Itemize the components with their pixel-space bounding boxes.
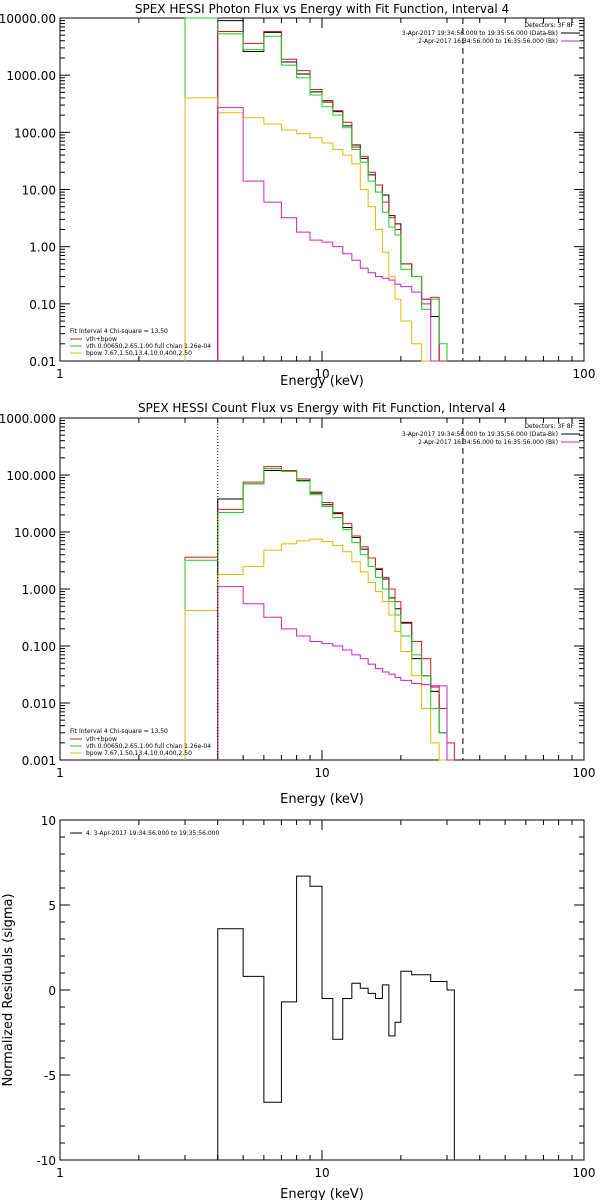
- x-tick-label: 100: [573, 766, 596, 780]
- panel1-detectors-label: Detectors: 3F 8F: [524, 22, 574, 29]
- x-tick-label: 10: [314, 367, 329, 381]
- panel1-axes: 1 10 100 0.01 0.10 1.00 10.00 100.00 1000.00 1000…: [0, 12, 595, 381]
- x-tick-label: 10: [314, 766, 329, 780]
- panel3-legend-entry: 4. 3-Apr-2017 19:34:56.000 to 19:35:56.0…: [86, 830, 219, 837]
- y-tick-label: 10.00: [22, 184, 56, 198]
- series-bk: [217, 586, 455, 761]
- panel1-legend-bottom: Fit Interval 4 Chi-square = 13.50 vth+bp…: [70, 328, 211, 357]
- panel2-legend-top: Detectors: 3F 8F 3-Apr-2017 19:34:56.000…: [402, 423, 580, 446]
- y-tick-label: 1000.000: [0, 412, 56, 426]
- panel3-series: [217, 875, 462, 1161]
- panel1-frame: [59, 17, 585, 362]
- series-bpow: [184, 538, 448, 761]
- y-tick-label: 0.10: [29, 298, 56, 312]
- panel2-frame: [59, 417, 585, 761]
- photon-flux-panel: SPEX HESSI Photon Flux vs Energy with Fi…: [0, 2, 595, 389]
- x-tick-label: 10: [314, 1166, 329, 1180]
- y-tick-label: 1.000: [22, 583, 56, 597]
- y-tick-label: 10: [41, 814, 56, 828]
- y-tick-label: 0.100: [22, 640, 56, 654]
- series-data-bk: [217, 20, 440, 361]
- panel2-legend-entry: vth+bpow: [86, 736, 117, 743]
- panel1-title: SPEX HESSI Photon Flux vs Energy with Fi…: [135, 2, 509, 16]
- x-tick-label: 100: [573, 367, 596, 381]
- panel2-series: [184, 418, 464, 761]
- panel1-series: [184, 17, 464, 362]
- series-vth-bpow: [217, 31, 448, 362]
- y-tick-label: -10: [36, 1154, 56, 1168]
- panel2-detectors-label: Detectors: 3F 8F: [524, 423, 574, 430]
- panel3-legend: 4. 3-Apr-2017 19:34:56.000 to 19:35:56.0…: [70, 830, 219, 837]
- series-bpow: [184, 97, 431, 362]
- panel1-legend-top: Detectors: 3F 8F 3-Apr-2017 19:34:56.000…: [402, 22, 580, 45]
- y-tick-label: 100.000: [6, 469, 56, 483]
- y-tick-label: 1000.00: [6, 69, 56, 83]
- y-tick-label: 10.000: [14, 526, 56, 540]
- y-tick-label: 0.001: [22, 754, 56, 768]
- y-tick-label: 100.00: [14, 126, 56, 140]
- panel1-x-label: Energy (keV): [280, 374, 364, 389]
- y-tick-label: 0.01: [29, 355, 56, 369]
- panel2-legend-entry: 2-Apr-2017 16:34:56.000 to 16:35:56.000 …: [418, 439, 558, 446]
- panel2-legend-bottom: Fit Interval 4 Chi-square = 13.50 vth+bp…: [70, 728, 211, 757]
- y-tick-label: 0.010: [22, 697, 56, 711]
- panel2-title: SPEX HESSI Count Flux vs Energy with Fit…: [138, 401, 506, 415]
- x-tick-label: 1: [56, 367, 64, 381]
- count-flux-panel: SPEX HESSI Count Flux vs Energy with Fit…: [0, 401, 595, 807]
- series-vth: [184, 17, 448, 361]
- series-vth: [184, 468, 455, 761]
- panel2-legend-entry: 3-Apr-2017 19:34:56.000 to 19:35:56.000 …: [402, 431, 558, 438]
- panel1-legend-entry: 3-Apr-2017 19:34:56.000 to 19:35:56.000 …: [402, 30, 558, 37]
- panel1-legend-entry: vth 0.00650,2.65,1.00 full chian 1.26e-0…: [86, 343, 211, 350]
- series-vth-bpow: [184, 466, 455, 760]
- x-tick-label: 100: [573, 1166, 596, 1180]
- y-tick-label: 0: [48, 984, 56, 998]
- y-tick-label: 5: [48, 899, 56, 913]
- x-tick-label: 1: [56, 1166, 64, 1180]
- panel1-legend-entry: 2-Apr-2017 16:34:56.000 to 16:35:56.000 …: [418, 38, 558, 45]
- y-tick-label: 10000.00: [0, 12, 56, 26]
- panel2-fit-header: Fit Interval 4 Chi-square = 13.50: [70, 728, 168, 735]
- y-tick-label: 1.00: [29, 241, 56, 255]
- x-tick-label: 1: [56, 766, 64, 780]
- panel2-x-label: Energy (keV): [280, 792, 364, 807]
- panel2-axes: 1 10 100 0.001 0.010 0.100 1.000 10.000 100.000 1…: [0, 412, 595, 780]
- y-tick-label: -5: [44, 1069, 56, 1083]
- panel1-legend-entry: bpow 7.67,1.50,13.4,10.0,400,2.50: [86, 350, 192, 357]
- series-bk: [217, 107, 440, 362]
- panel2-legend-entry: vth 0.00650,2.65,1.00 full chian 1.26e-0…: [86, 743, 211, 750]
- residuals-panel: 1 10 100 -10 -5 0 5 10 4. 3-Apr-2017 19:34:56.0…: [1, 814, 595, 1202]
- panel1-legend-entry: vth+bpow: [86, 336, 117, 343]
- panel2-legend-entry: bpow 7.67,1.50,13.4,10.0,400,2.50: [86, 750, 192, 757]
- panel3-x-label: Energy (keV): [280, 1187, 364, 1200]
- series-data-bk: [217, 469, 455, 761]
- series-residuals: [217, 875, 462, 1161]
- panel3-axes: 1 10 100 -10 -5 0 5 10: [36, 814, 595, 1180]
- panel1-fit-header: Fit Interval 4 Chi-square = 13.50: [70, 328, 168, 335]
- panel3-y-label: Normalized Residuals (sigma): [1, 893, 16, 1086]
